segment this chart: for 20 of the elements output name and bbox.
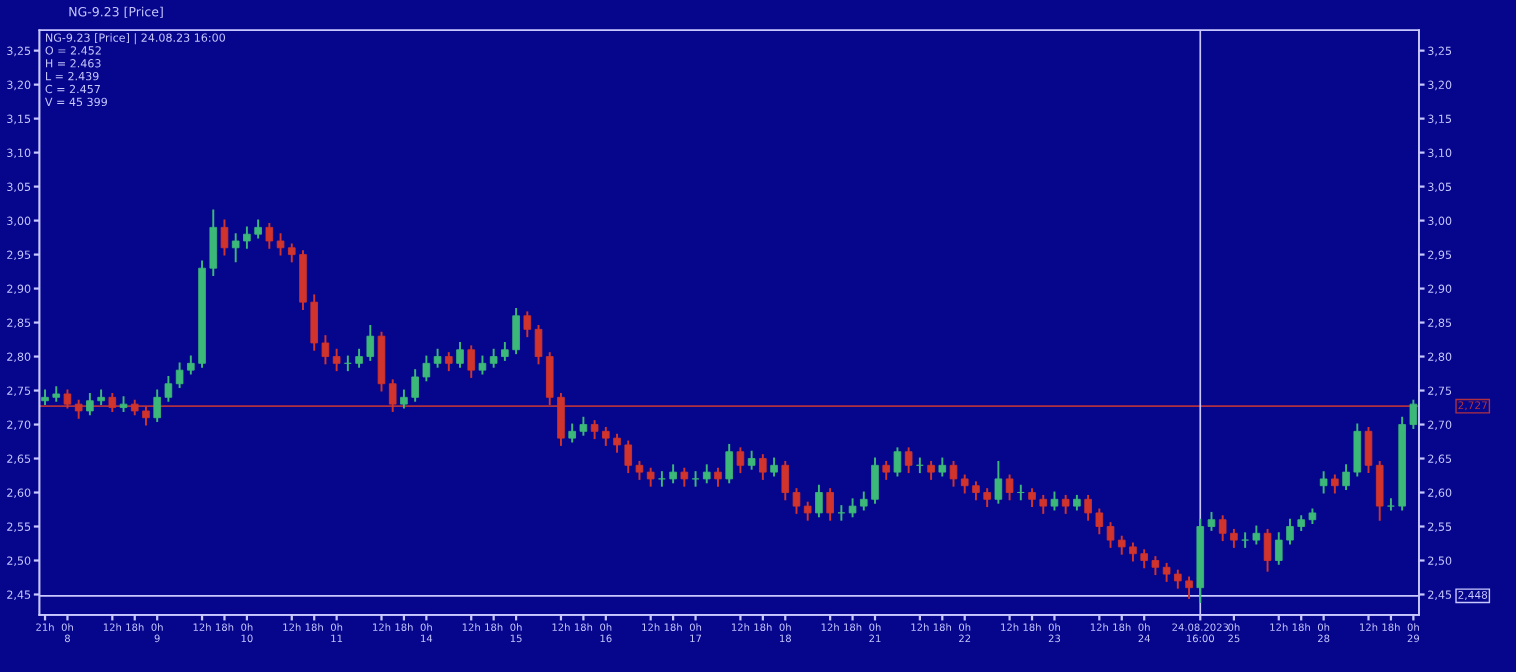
candlestick — [265, 223, 274, 249]
candlestick — [1263, 528, 1272, 572]
candlestick — [1017, 484, 1025, 501]
candlestick — [826, 488, 834, 521]
candlestick — [759, 454, 767, 480]
candlestick — [904, 447, 913, 474]
candlestick — [736, 447, 745, 474]
candlestick — [523, 311, 532, 338]
candlestick — [332, 348, 341, 372]
candlestick — [815, 484, 823, 518]
candlestick — [467, 345, 476, 378]
candlestick — [725, 443, 733, 484]
candlestick — [916, 457, 924, 474]
candlestick — [1005, 474, 1014, 501]
candlestick — [893, 447, 902, 477]
candlestick — [837, 505, 846, 521]
candlestick — [220, 219, 229, 256]
candlestick — [456, 341, 464, 368]
candlestick — [1319, 471, 1328, 494]
candlestick — [994, 460, 1003, 504]
